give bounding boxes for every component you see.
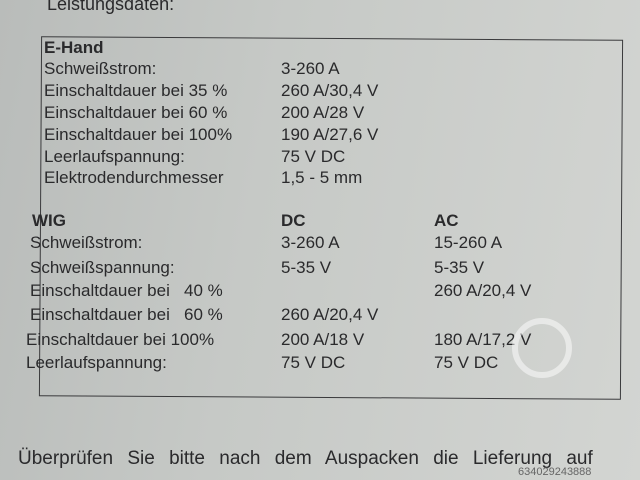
wig-row-dc: 3-260 A <box>281 233 340 252</box>
wig-row-dc: 5-35 V <box>281 258 332 277</box>
ehand-row-label: Leerlaufspannung: <box>44 147 185 166</box>
ehand-row-value: 260 A/30,4 V <box>281 81 379 100</box>
wig-row-ac: 260 A/20,4 V <box>434 281 532 300</box>
wig-row-label: Einschaltdauer bei 60 % <box>30 305 223 324</box>
watermark-logo <box>512 318 572 378</box>
wig-row-label: Schweißspannung: <box>30 258 175 277</box>
watermark-number: 634029243888 <box>518 466 592 478</box>
ehand-row-value: 190 A/27,6 V <box>281 125 379 144</box>
wig-row-label: Leerlaufspannung: <box>26 353 167 372</box>
wig-row-ac: 75 V DC <box>434 353 499 372</box>
wig-dc-header: DC <box>281 211 306 230</box>
wig-row-dc: 200 A/18 V <box>281 330 365 349</box>
ehand-row-value: 200 A/28 V <box>281 103 365 122</box>
ehand-row-label: Schweißstrom: <box>44 59 157 78</box>
wig-row-label: Schweißstrom: <box>30 233 143 252</box>
ehand-title: E-Hand <box>44 38 104 57</box>
wig-row-dc: 260 A/20,4 V <box>281 305 379 324</box>
wig-ac-header: AC <box>434 211 459 230</box>
wig-row-ac: 15-260 A <box>434 233 503 252</box>
wig-row-label: Einschaltdauer bei 40 % <box>30 281 223 300</box>
ehand-row-value: 75 V DC <box>281 147 346 166</box>
wig-row-label: Einschaltdauer bei 100% <box>26 330 215 349</box>
ehand-row-label: Einschaltdauer bei 35 % <box>44 81 228 100</box>
footer-text: Überprüfen Sie bitte nach dem Auspacken … <box>18 448 593 469</box>
ehand-row-value: 1,5 - 5 mm <box>281 168 363 187</box>
ehand-row-label: Einschaltdauer bei 60 % <box>44 103 228 122</box>
ehand-row-value: 3-260 A <box>281 59 340 78</box>
section-heading: Leistungsdaten: <box>47 0 175 14</box>
ehand-row-label: Einschaltdauer bei 100% <box>44 125 233 144</box>
wig-row-dc: 75 V DC <box>281 353 346 372</box>
ehand-row-label: Elektrodendurchmesser <box>44 168 224 187</box>
wig-title: WIG <box>32 211 66 230</box>
wig-row-ac: 5-35 V <box>434 258 485 277</box>
